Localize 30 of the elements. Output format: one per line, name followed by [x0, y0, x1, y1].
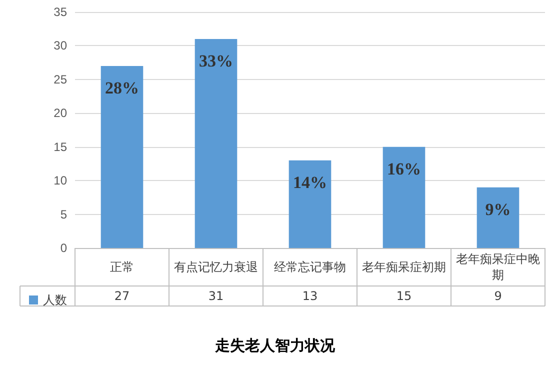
x-tick-label: 经常忘记事物: [274, 260, 346, 274]
y-tick-label: 30: [54, 38, 68, 53]
y-tick-label: 35: [54, 5, 68, 19]
bar: [100, 66, 144, 248]
annotation: 28%: [105, 78, 139, 98]
annotation: 33%: [199, 51, 233, 70]
data-label: 13: [302, 289, 318, 303]
x-tick-label: 正常: [110, 260, 134, 274]
y-tick-label: 15: [54, 140, 68, 154]
text: 走失老人智力状况: [214, 336, 336, 354]
legend-label: 人数: [43, 293, 67, 307]
data-label: 31: [208, 289, 224, 303]
y-tick-label: 25: [54, 72, 68, 86]
y-tick-label: 0: [60, 241, 68, 255]
annotation: 14%: [293, 172, 327, 192]
annotation: 16%: [387, 159, 421, 178]
data-label: 15: [396, 289, 412, 303]
data-label: 27: [114, 289, 130, 303]
x-tick-label: 有点记忆力衰退: [174, 260, 258, 274]
x-tick-label: 老年痴呆症中晚期: [456, 252, 540, 282]
y-tick-label: 10: [54, 174, 68, 188]
y-tick-label: 5: [60, 207, 68, 222]
annotation: 9%: [485, 200, 511, 219]
data-label: 9: [494, 289, 502, 303]
bar: [476, 187, 520, 248]
bar: [288, 160, 332, 248]
y-tick-label: 20: [54, 106, 68, 120]
bar: [194, 38, 238, 248]
bar: [382, 146, 426, 248]
x-tick-label: 老年痴呆症初期: [362, 260, 446, 274]
